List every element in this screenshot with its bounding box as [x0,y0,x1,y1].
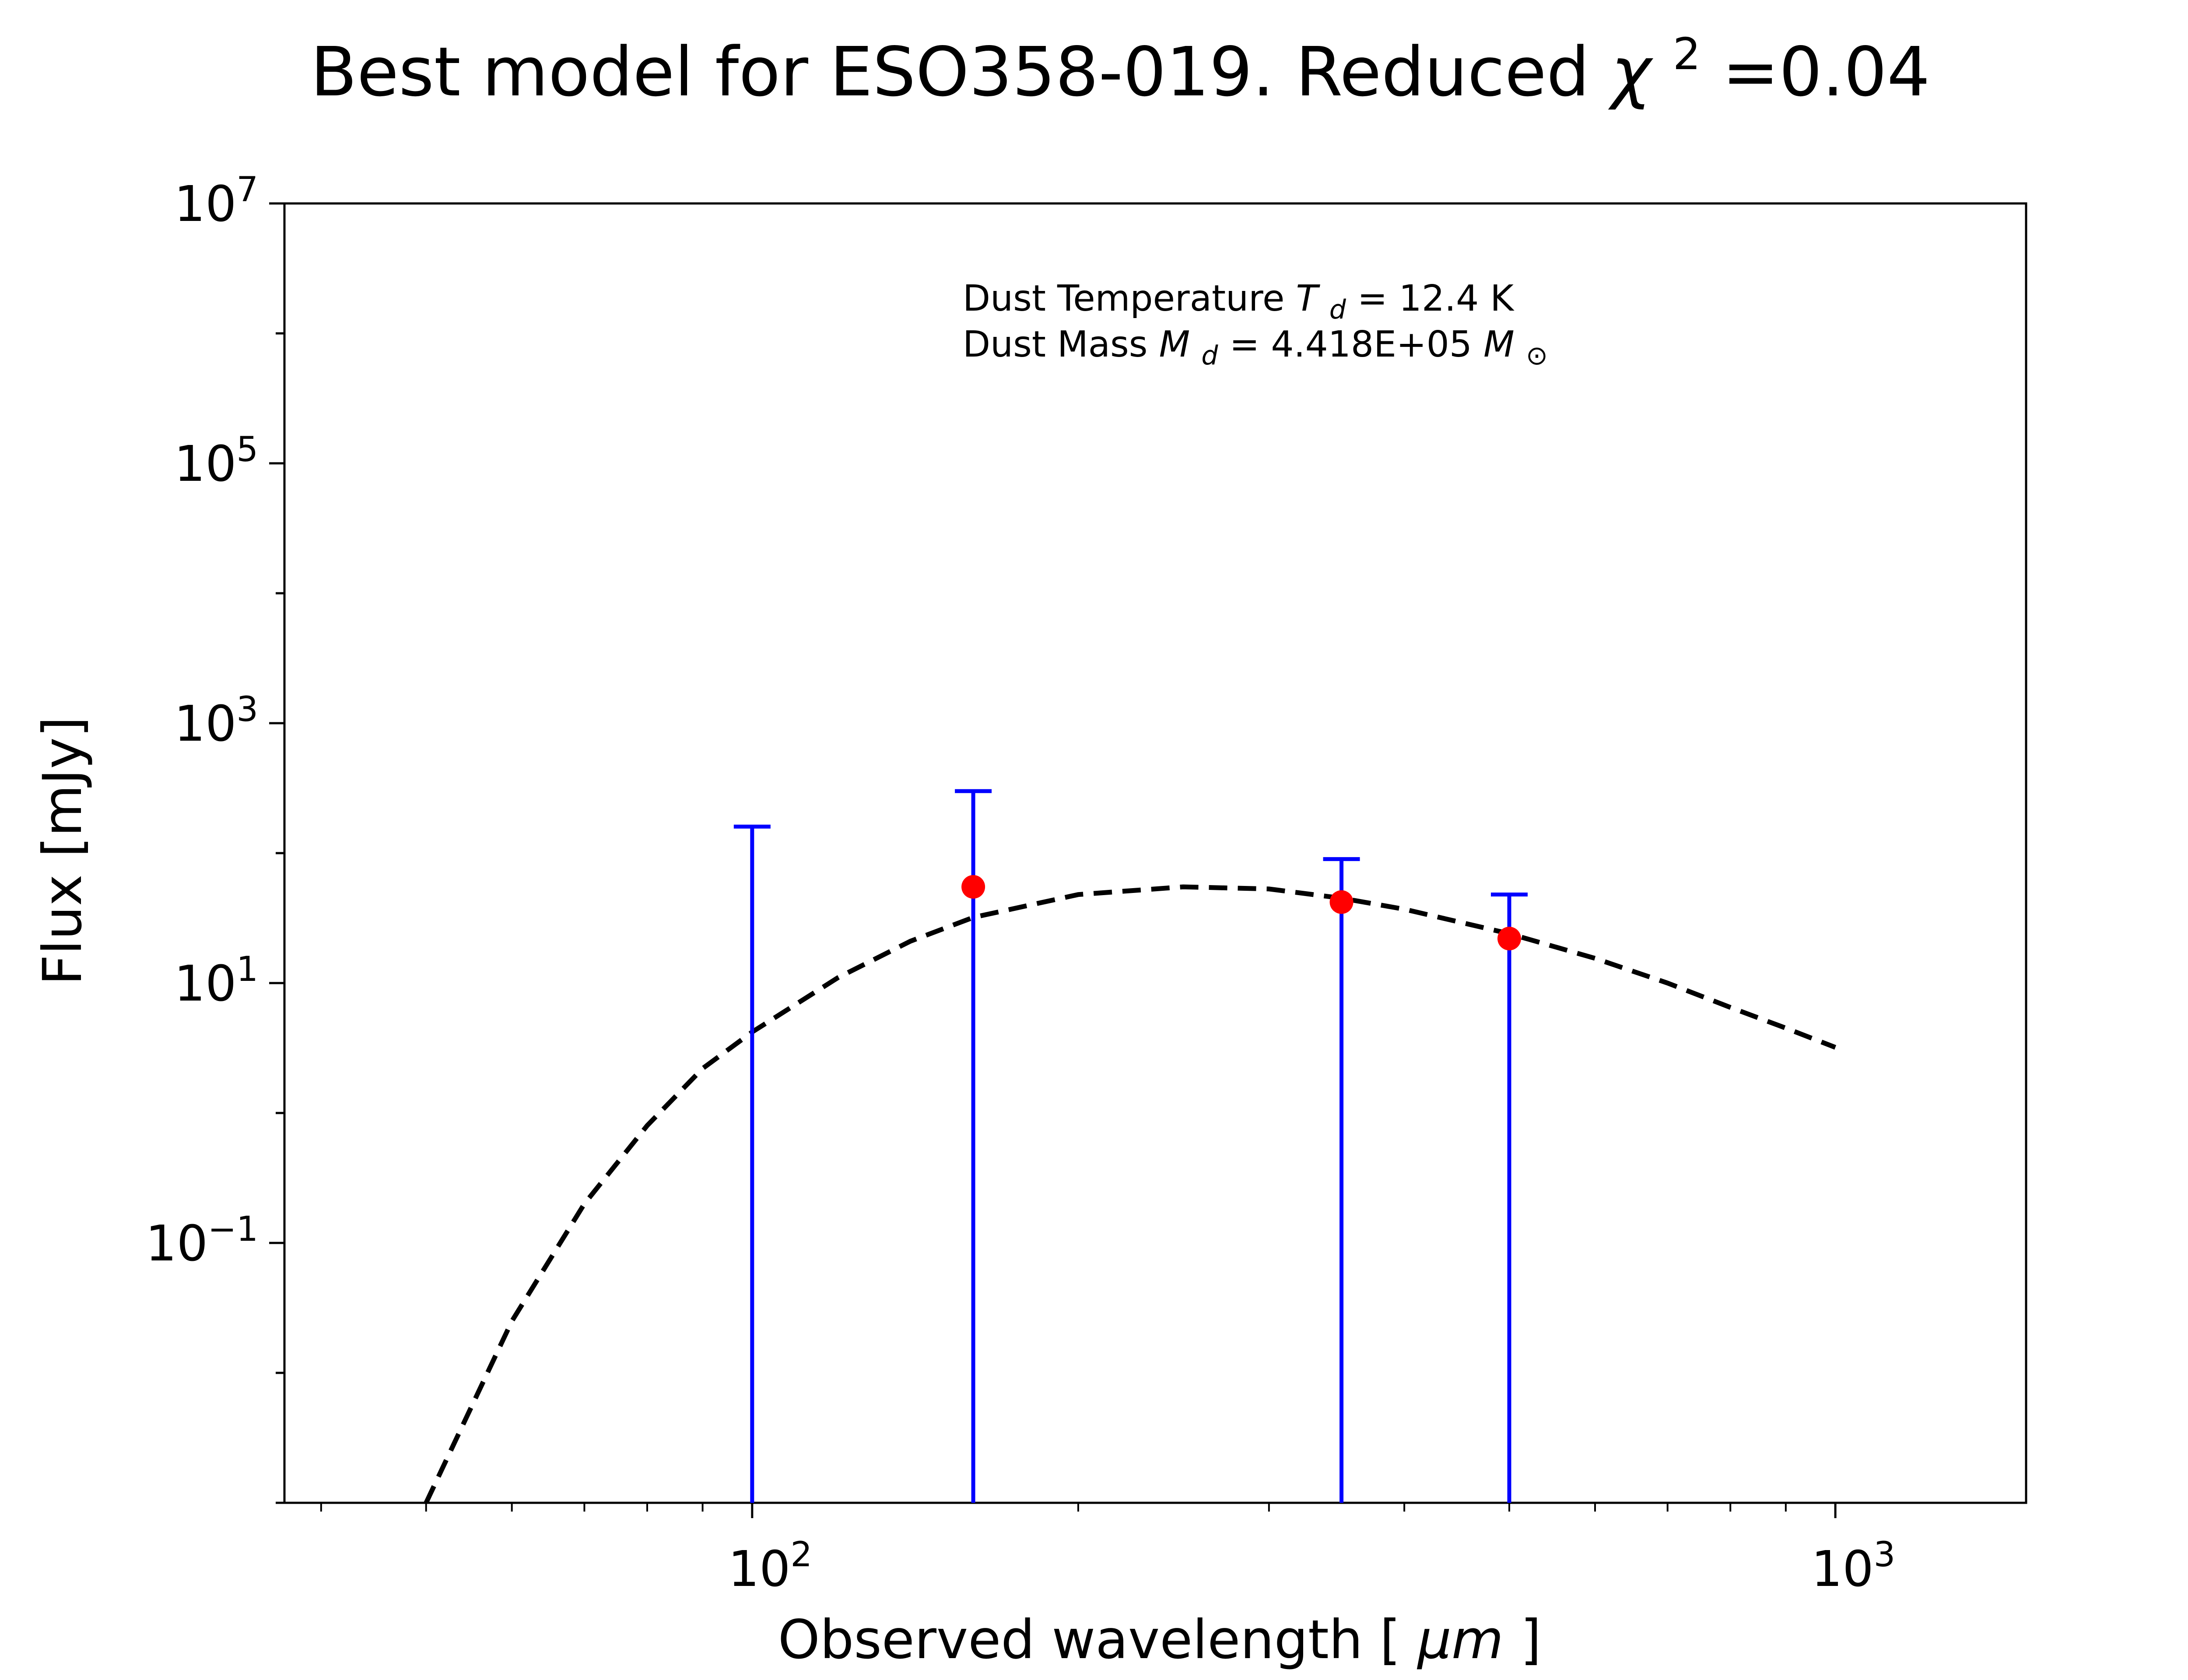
y-axis-label: Flux [mJy] [32,717,94,986]
model-curve [424,884,1837,1504]
y-tick-label: 103 [174,690,258,752]
x-tick-label: 103 [1811,1535,1895,1598]
plot-area: 102 103 107 105 103 101 10−1 [146,170,2027,1598]
chart-title: Best model for ESO358-019. Reduced χ 2 =… [310,6,1930,112]
fit-annotation: Dust Temperature T d = 12.4 K Dust Mass … [963,278,1548,373]
annotation-line-1: Dust Temperature T d = 12.4 K [963,278,1515,327]
annotation-line-2: Dust Mass M d = 4.418E+05 M ⊙ [963,324,1548,373]
y-tick-label: 105 [174,430,258,493]
data-point [1329,890,1353,914]
data-point [1497,927,1521,951]
x-axis-label: Observed wavelength [ μm ] [778,1609,1541,1671]
y-tick-label: 107 [174,170,258,233]
plot-frame [283,202,2027,1504]
y-tick-label: 101 [174,950,258,1012]
y-tick-label: 10−1 [146,1210,259,1272]
x-tick-label: 102 [728,1535,812,1598]
data-point [961,875,985,899]
